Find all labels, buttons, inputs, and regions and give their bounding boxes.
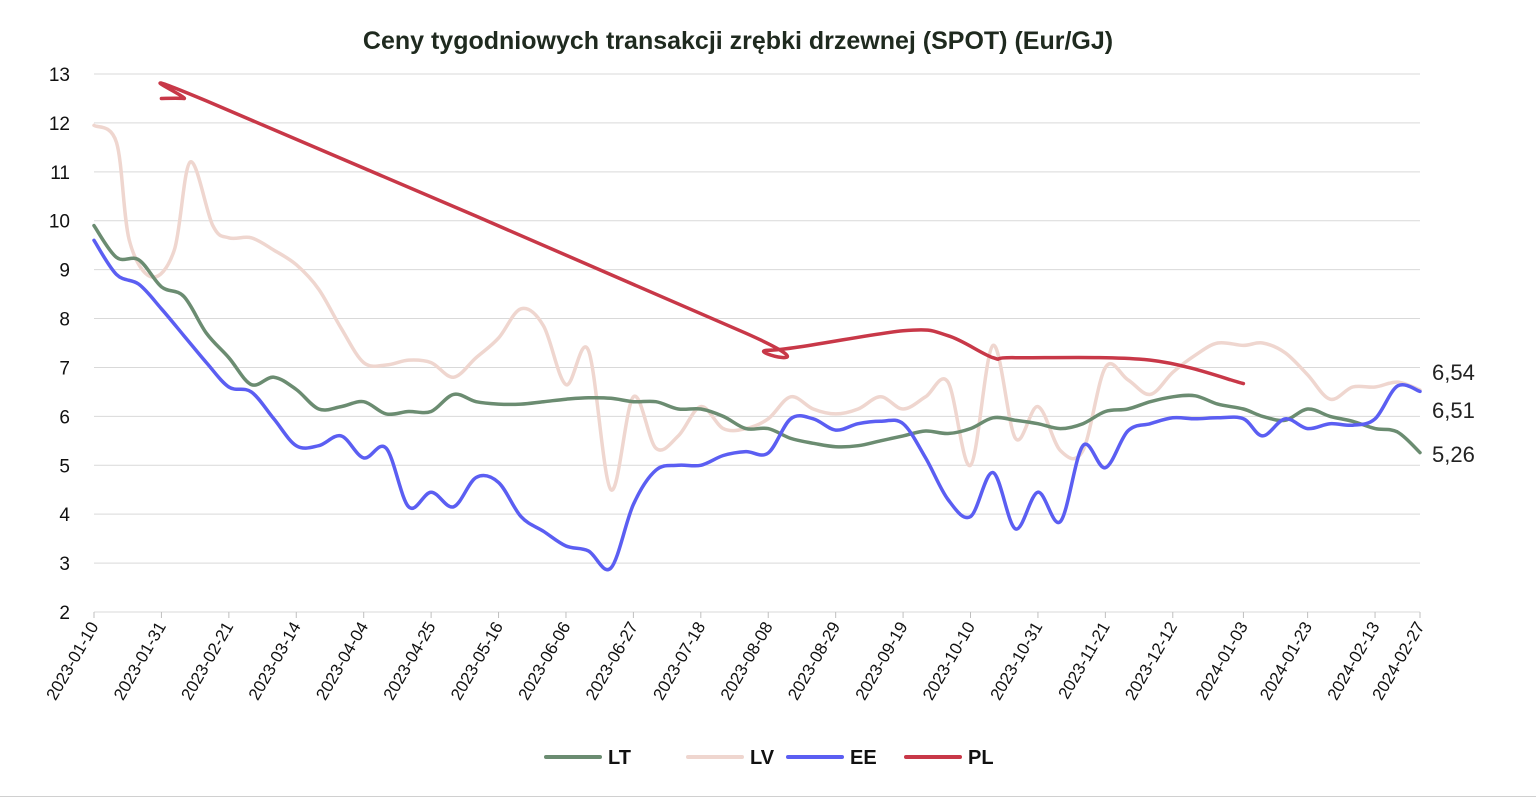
- y-tick-label: 10: [49, 212, 70, 233]
- legend-label: EE: [850, 747, 877, 769]
- series-line-lv: [92, 123, 1422, 492]
- end-value-label: 5,26: [1432, 442, 1475, 467]
- x-tick-label: 2024-01-03: [1192, 619, 1252, 704]
- y-tick-label: 3: [59, 554, 70, 575]
- legend-item-lv: LV: [686, 747, 775, 769]
- x-tick-label: 2023-08-29: [784, 619, 844, 704]
- y-tick-label: 7: [59, 358, 70, 379]
- x-tick-label: 2023-07-18: [649, 619, 709, 704]
- y-tick-label: 2: [59, 603, 70, 624]
- x-tick-label: 2023-01-10: [43, 619, 103, 704]
- series-line-lt: [92, 223, 1422, 455]
- y-tick-label: 8: [59, 310, 70, 331]
- x-tick-label: 2023-06-06: [514, 619, 574, 704]
- gridlines: [94, 73, 1420, 613]
- y-tick-label: 12: [49, 114, 70, 135]
- y-tick-label: 4: [59, 505, 70, 526]
- x-tick-label: 2023-08-08: [717, 619, 777, 704]
- y-axis: 2 3 4 5 6 7 8 9 10 11 12 13: [49, 65, 71, 624]
- y-tick-label: 5: [59, 456, 70, 477]
- plot-area: [92, 81, 1422, 572]
- x-tick-label: 2023-12-12: [1121, 619, 1181, 704]
- x-tick-label: 2023-02-21: [177, 619, 237, 704]
- end-value-label: 6,54: [1432, 360, 1475, 385]
- x-tick-label: 2023-04-04: [312, 619, 372, 704]
- y-tick-label: 13: [49, 65, 70, 86]
- x-axis: 2023-01-10 2023-01-31 2023-02-21 2023-03-14…: [43, 612, 1428, 704]
- end-value-label: 6,51: [1432, 398, 1475, 423]
- x-tick-label: 2023-04-25: [380, 619, 440, 704]
- series-line-ee: [92, 238, 1422, 572]
- x-tick-label: 2023-09-19: [852, 619, 912, 704]
- legend: LT LV EE PL: [544, 747, 994, 769]
- x-tick-label: 2023-03-14: [245, 619, 305, 704]
- y-tick-label: 6: [59, 407, 70, 428]
- legend-label: LT: [608, 747, 631, 769]
- legend-item-lt: LT: [544, 747, 631, 769]
- chart-title: Ceny tygodniowych transakcji zrębki drze…: [363, 27, 1113, 55]
- x-tick-label: 2023-05-16: [447, 619, 507, 704]
- x-tick-label: 2023-10-10: [919, 619, 979, 704]
- x-tick-label: 2023-10-31: [986, 619, 1046, 704]
- series-line-pl: [158, 81, 1246, 386]
- legend-label: PL: [968, 747, 994, 769]
- x-tick-label: 2023-06-27: [582, 619, 642, 704]
- legend-label: LV: [750, 747, 775, 769]
- x-tick-label: 2023-01-31: [110, 619, 170, 704]
- legend-item-ee: EE: [786, 747, 877, 769]
- x-tick-label: 2024-01-23: [1256, 619, 1316, 704]
- x-tick-label: 2023-11-21: [1055, 619, 1114, 703]
- legend-item-pl: PL: [904, 747, 994, 769]
- bottom-divider: [0, 796, 1536, 797]
- y-tick-label: 11: [50, 163, 70, 184]
- end-labels: 6,54 6,51 5,26: [1432, 360, 1475, 467]
- y-tick-label: 9: [59, 261, 70, 282]
